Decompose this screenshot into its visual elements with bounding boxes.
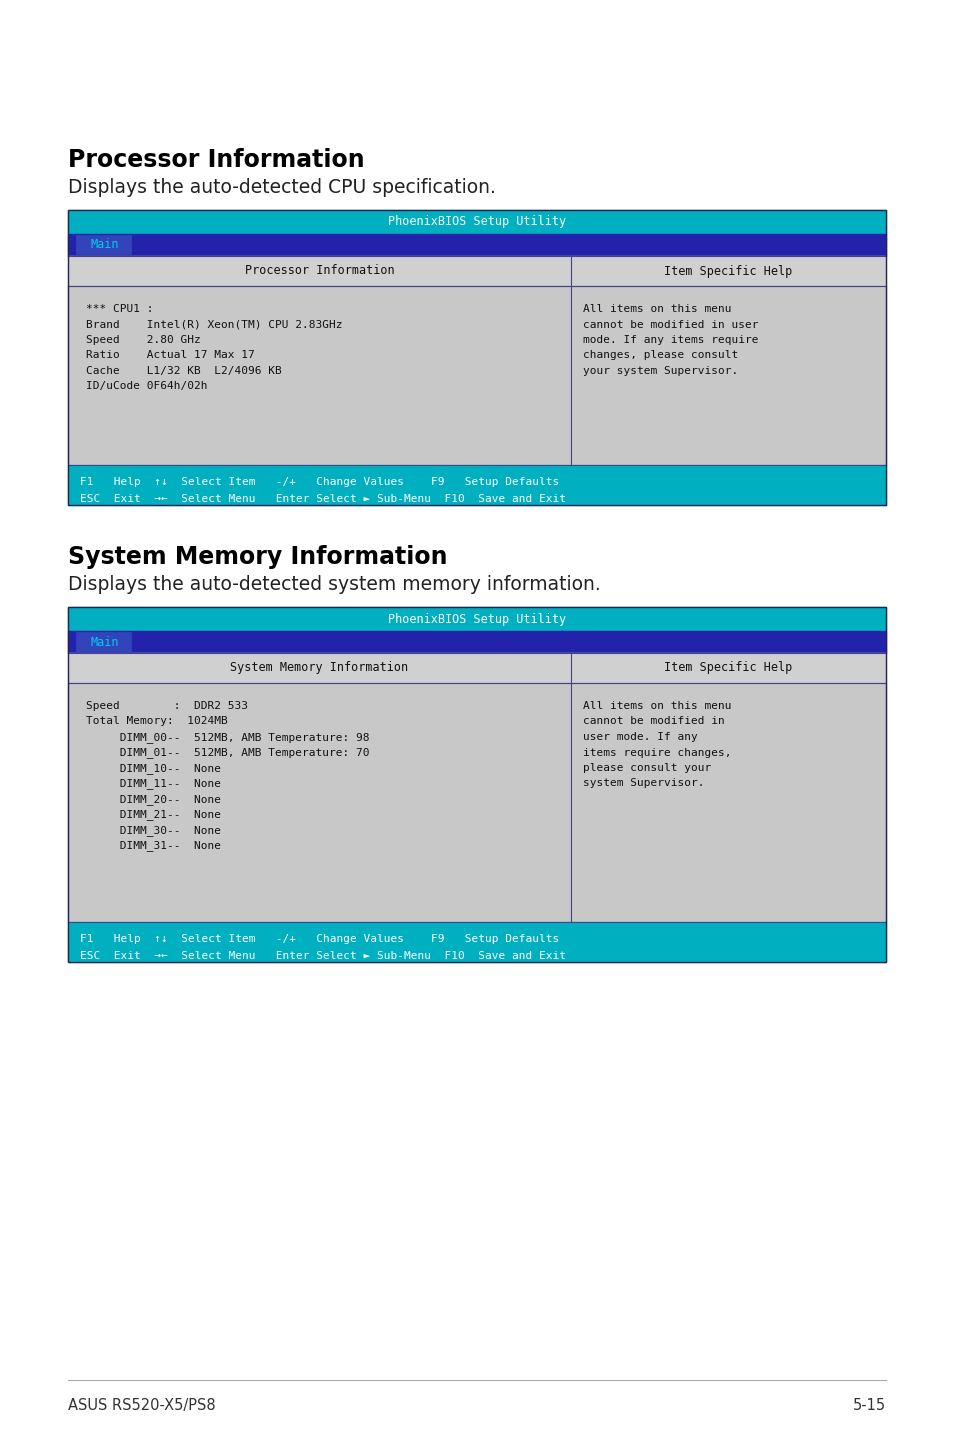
Text: Displays the auto-detected system memory information.: Displays the auto-detected system memory…: [68, 575, 600, 594]
Bar: [68, 631, 885, 653]
Bar: [68, 210, 885, 505]
Text: PhoenixBIOS Setup Utility: PhoenixBIOS Setup Utility: [388, 613, 565, 626]
Text: Speed    2.80 GHz: Speed 2.80 GHz: [86, 335, 200, 345]
Text: Speed        :  DDR2 533: Speed : DDR2 533: [86, 700, 248, 710]
Text: DIMM_20--  None: DIMM_20-- None: [86, 794, 221, 805]
Bar: [76, 631, 131, 651]
Text: DIMM_00--  512MB, AMB Temperature: 98: DIMM_00-- 512MB, AMB Temperature: 98: [86, 732, 369, 743]
Bar: [571, 286, 885, 464]
Text: items require changes,: items require changes,: [582, 748, 731, 758]
Text: System Memory Information: System Memory Information: [68, 545, 447, 569]
Bar: [571, 683, 885, 922]
Text: changes, please consult: changes, please consult: [582, 351, 738, 361]
Text: Item Specific Help: Item Specific Help: [663, 661, 792, 674]
Bar: [68, 683, 571, 922]
Text: All items on this menu: All items on this menu: [582, 700, 731, 710]
Text: Cache    L1/32 KB  L2/4096 KB: Cache L1/32 KB L2/4096 KB: [86, 367, 281, 375]
Bar: [68, 607, 885, 631]
Text: DIMM_21--  None: DIMM_21-- None: [86, 810, 221, 821]
Text: Item Specific Help: Item Specific Help: [663, 265, 792, 278]
Text: Total Memory:  1024MB: Total Memory: 1024MB: [86, 716, 228, 726]
Text: ID/uCode 0F64h/02h: ID/uCode 0F64h/02h: [86, 381, 208, 391]
Text: Processor Information: Processor Information: [245, 265, 394, 278]
Bar: [68, 286, 571, 464]
Text: PhoenixBIOS Setup Utility: PhoenixBIOS Setup Utility: [388, 216, 565, 229]
Text: Displays the auto-detected CPU specification.: Displays the auto-detected CPU specifica…: [68, 178, 496, 197]
Text: F1   Help  ↑↓  Select Item   -/+   Change Values    F9   Setup Defaults: F1 Help ↑↓ Select Item -/+ Change Values…: [80, 935, 558, 943]
Text: 5-15: 5-15: [852, 1398, 885, 1414]
Text: System Memory Information: System Memory Information: [231, 661, 408, 674]
Text: *** CPU1 :: *** CPU1 :: [86, 303, 153, 313]
Text: cannot be modified in user: cannot be modified in user: [582, 319, 758, 329]
Bar: [68, 464, 885, 505]
Text: cannot be modified in: cannot be modified in: [582, 716, 724, 726]
Text: Processor Information: Processor Information: [68, 148, 364, 173]
Text: All items on this menu: All items on this menu: [582, 303, 731, 313]
Bar: [76, 234, 131, 255]
Text: Brand    Intel(R) Xeon(TM) CPU 2.83GHz: Brand Intel(R) Xeon(TM) CPU 2.83GHz: [86, 319, 342, 329]
Text: please consult your: please consult your: [582, 764, 711, 774]
Text: DIMM_01--  512MB, AMB Temperature: 70: DIMM_01-- 512MB, AMB Temperature: 70: [86, 748, 369, 758]
Text: DIMM_10--  None: DIMM_10-- None: [86, 764, 221, 774]
Text: Main: Main: [91, 636, 118, 649]
Bar: [68, 683, 885, 922]
Text: system Supervisor.: system Supervisor.: [582, 778, 704, 788]
Bar: [68, 607, 885, 962]
Bar: [68, 653, 885, 683]
Text: Ratio    Actual 17 Max 17: Ratio Actual 17 Max 17: [86, 351, 254, 361]
Text: DIMM_31--  None: DIMM_31-- None: [86, 840, 221, 851]
Text: ASUS RS520-X5/PS8: ASUS RS520-X5/PS8: [68, 1398, 215, 1414]
Text: F1   Help  ↑↓  Select Item   -/+   Change Values    F9   Setup Defaults: F1 Help ↑↓ Select Item -/+ Change Values…: [80, 477, 558, 487]
Bar: [68, 922, 885, 962]
Bar: [68, 256, 885, 286]
Bar: [68, 234, 885, 256]
Text: ESC  Exit  →←  Select Menu   Enter Select ► Sub-Menu  F10  Save and Exit: ESC Exit →← Select Menu Enter Select ► S…: [80, 495, 565, 503]
Text: DIMM_11--  None: DIMM_11-- None: [86, 778, 221, 789]
Text: DIMM_30--  None: DIMM_30-- None: [86, 825, 221, 835]
Text: ESC  Exit  →←  Select Menu   Enter Select ► Sub-Menu  F10  Save and Exit: ESC Exit →← Select Menu Enter Select ► S…: [80, 951, 565, 961]
Bar: [68, 210, 885, 234]
Text: Main: Main: [91, 239, 118, 252]
Text: your system Supervisor.: your system Supervisor.: [582, 367, 738, 375]
Bar: [68, 286, 885, 464]
Text: mode. If any items require: mode. If any items require: [582, 335, 758, 345]
Text: user mode. If any: user mode. If any: [582, 732, 697, 742]
